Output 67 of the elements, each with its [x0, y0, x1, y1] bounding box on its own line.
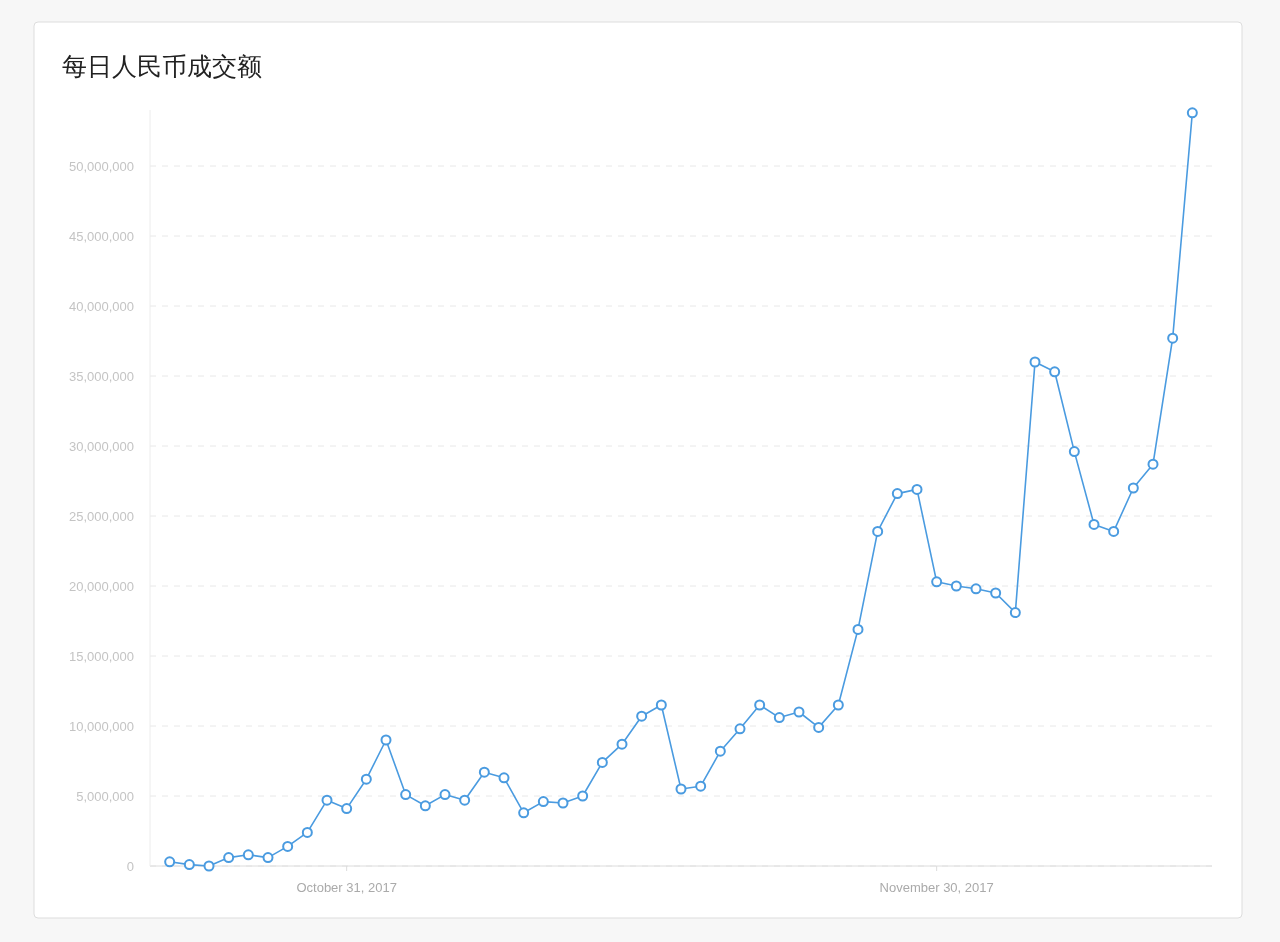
- point: [891, 488, 903, 500]
- y-tick-label: 35,000,000: [68, 368, 134, 384]
- x-tick-label: November 30, 2017: [879, 880, 994, 895]
- point: [714, 745, 726, 757]
- point: [557, 797, 569, 809]
- point: [931, 576, 943, 588]
- point: [1029, 356, 1041, 368]
- point: [675, 783, 687, 795]
- point: [400, 789, 412, 801]
- point: [1186, 107, 1198, 119]
- point: [498, 772, 510, 784]
- point: [478, 766, 490, 778]
- point: [537, 796, 549, 808]
- point: [852, 623, 864, 635]
- point: [695, 780, 707, 792]
- point: [793, 706, 805, 718]
- point: [459, 794, 471, 806]
- point: [380, 734, 392, 746]
- y-tick-label: 20,000,000: [68, 578, 134, 594]
- point: [872, 525, 884, 537]
- point: [341, 803, 353, 815]
- point: [1068, 446, 1080, 458]
- y-tick-label: 40,000,000: [68, 298, 134, 314]
- y-tick-label: 15,000,000: [68, 648, 134, 664]
- point: [164, 856, 176, 868]
- point: [596, 756, 608, 768]
- chart-title: 每日人民币成交额: [62, 52, 262, 80]
- point: [419, 800, 431, 812]
- point: [1108, 525, 1120, 537]
- y-tick-label: 25,000,000: [68, 508, 134, 524]
- point: [282, 840, 294, 852]
- point: [616, 738, 628, 750]
- y-tick-label: 45,000,000: [68, 228, 134, 244]
- point: [1167, 332, 1179, 344]
- point: [636, 710, 648, 722]
- point: [950, 580, 962, 592]
- point: [518, 807, 530, 819]
- point: [321, 794, 333, 806]
- point: [1088, 518, 1100, 530]
- y-tick-label: 10,000,000: [68, 718, 134, 734]
- y-tick-label: 0: [126, 858, 134, 874]
- point: [832, 699, 844, 711]
- point: [577, 790, 589, 802]
- point: [203, 860, 215, 872]
- point: [1147, 458, 1159, 470]
- point: [1127, 482, 1139, 494]
- point: [990, 587, 1002, 599]
- point: [734, 723, 746, 735]
- point: [301, 826, 313, 838]
- y-tick-label: 30,000,000: [68, 438, 134, 454]
- point: [970, 583, 982, 595]
- point: [1009, 607, 1021, 619]
- point: [1049, 366, 1061, 378]
- point: [754, 699, 766, 711]
- point: [360, 773, 372, 785]
- point: [223, 852, 235, 864]
- point: [813, 721, 825, 733]
- point: [911, 483, 923, 495]
- y-tick-label: 5,000,000: [76, 788, 134, 804]
- point: [773, 712, 785, 724]
- point: [655, 699, 667, 711]
- y-tick-label: 50,000,000: [68, 158, 134, 174]
- point: [262, 852, 274, 864]
- x-tick-label: October 31, 2017: [296, 880, 397, 895]
- point: [183, 859, 195, 871]
- point: [439, 789, 451, 801]
- point: [242, 849, 254, 861]
